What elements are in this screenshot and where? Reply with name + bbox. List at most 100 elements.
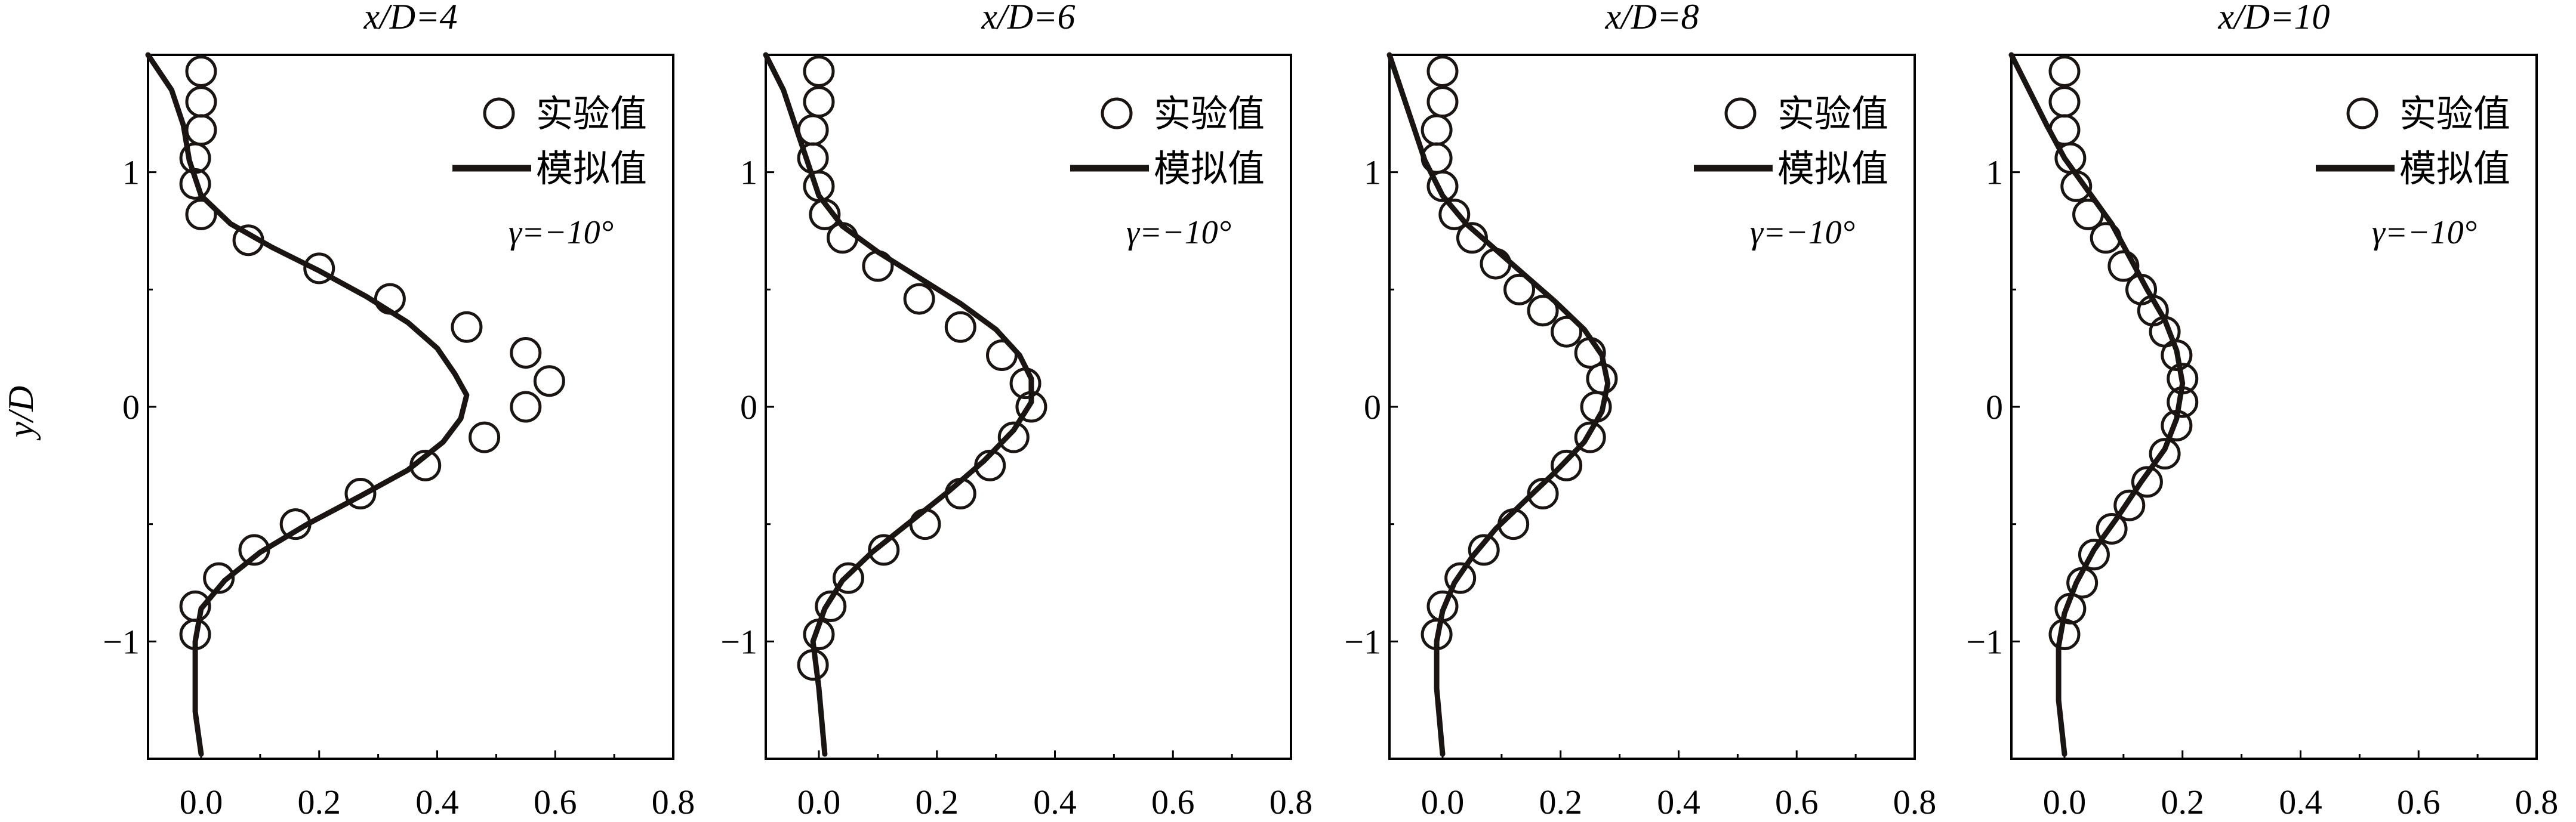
gamma-annotation: γ=−10° [1126,214,1231,251]
experiment-point [1421,619,1453,651]
experiment-point [344,478,377,510]
experiment-point [409,449,442,481]
legend-marker-experiment [1724,97,1757,129]
experiment-point [2113,489,2146,521]
experiment-point [185,86,217,118]
experiment-point [451,311,483,343]
experiment-point [238,534,270,566]
experiment-point [510,337,542,369]
x-tick-label: 0.2 [297,783,341,821]
experiment-point [2161,339,2193,371]
experiment-point [179,142,211,174]
experiment-point [944,311,976,343]
experiment-point [1586,363,1618,395]
experiment-point [944,478,976,510]
experiment-point [1444,562,1477,594]
x-tick-label: 0.6 [534,783,577,821]
y-tick-label: 1 [122,153,140,192]
x-tick-label: 0.8 [1269,783,1313,821]
experiment-point [203,562,235,594]
experiment-point [303,252,335,285]
x-tick-label: 0.8 [652,783,695,821]
y-tick-label: 0 [1364,388,1381,427]
x-tick-label: 0.4 [2279,783,2322,821]
experiment-point [986,339,1018,371]
x-tick-label: 0.0 [180,783,223,821]
x-tick-label: 0.0 [2043,783,2087,821]
experiment-point [2048,114,2081,146]
experiment-point [832,562,864,594]
y-tick-label: −1 [720,622,757,661]
experiment-point [1009,367,1042,400]
experiment-point [862,250,894,282]
legend-label-simulation: 模拟值 [1777,147,1888,190]
legend-label-experiment: 实验值 [2399,92,2510,135]
experiment-point [1426,55,1459,88]
experiment-point [997,421,1030,453]
y-tick-label: −1 [103,622,140,661]
panel-title: x/D=8 [1604,0,1699,36]
experiment-point [279,508,312,540]
legend-label-experiment: 实验值 [1777,92,1888,135]
experiment-point [1527,478,1559,510]
x-tick-label: 0.8 [2515,783,2559,821]
legend-label-simulation: 模拟值 [2399,147,2510,190]
y-tick-label: 1 [740,153,757,192]
experiment-point [1426,170,1459,202]
experiment-point [510,391,542,423]
experiment-point [815,590,847,622]
experiment-point [185,55,217,88]
experiment-point [803,55,835,88]
y-tick-label: 0 [740,388,757,427]
experiment-point [803,619,835,651]
experiment-point [2060,170,2093,202]
experiment-point [179,168,211,200]
x-tick-label: 0.2 [2161,783,2204,821]
experiment-point [2048,619,2081,651]
experiment-point [2131,466,2163,498]
panel-title: x/D=4 [363,0,457,36]
simulation-line [1386,52,1611,757]
x-tick-label: 0.6 [1151,783,1195,821]
gamma-annotation: γ=−10° [1750,214,1855,251]
x-tick-label: 0.4 [415,783,459,821]
experiment-point [803,86,835,118]
y-tick-label: 0 [122,388,140,427]
panel-title: x/D=10 [2217,0,2330,36]
panel-title: x/D=6 [981,0,1075,36]
experiment-point [868,534,900,566]
experiment-point [903,283,935,315]
simulation-line [763,52,1034,757]
experiment-point [1574,421,1606,453]
x-tick-label: 0.6 [2397,783,2441,821]
panels: x/D=40.0 0.2 0.4 0.6 0.8−101实验值模拟值γ=−10°x/D=… [103,0,2558,821]
experiment-point [1468,534,1500,566]
experiment-point [2161,409,2193,441]
y-tick-label: −1 [1966,622,2003,661]
experiment-point [469,421,501,453]
x-tick-label: 0.4 [1033,783,1077,821]
experiment-point [1426,86,1459,118]
gamma-annotation: γ=−10° [509,214,614,251]
legend-marker-experiment [1101,97,1133,129]
experiment-point [232,224,264,257]
experiment-point [2167,386,2199,418]
legend-label-simulation: 模拟值 [536,147,647,190]
experiment-point [1456,222,1488,254]
y-tick-label: 0 [1986,388,2003,427]
experiment-point [2066,567,2099,599]
x-tick-label: 0.2 [1539,783,1582,821]
experiment-point [1480,248,1512,280]
experiment-point [827,222,859,254]
experiment-point [374,283,406,315]
x-tick-label: 0.8 [1893,783,1937,821]
experiment-point [2078,539,2110,571]
experiment-point [797,649,829,681]
x-tick-label: 0.0 [1421,783,1465,821]
x-tick-label: 0.6 [1775,783,1819,821]
